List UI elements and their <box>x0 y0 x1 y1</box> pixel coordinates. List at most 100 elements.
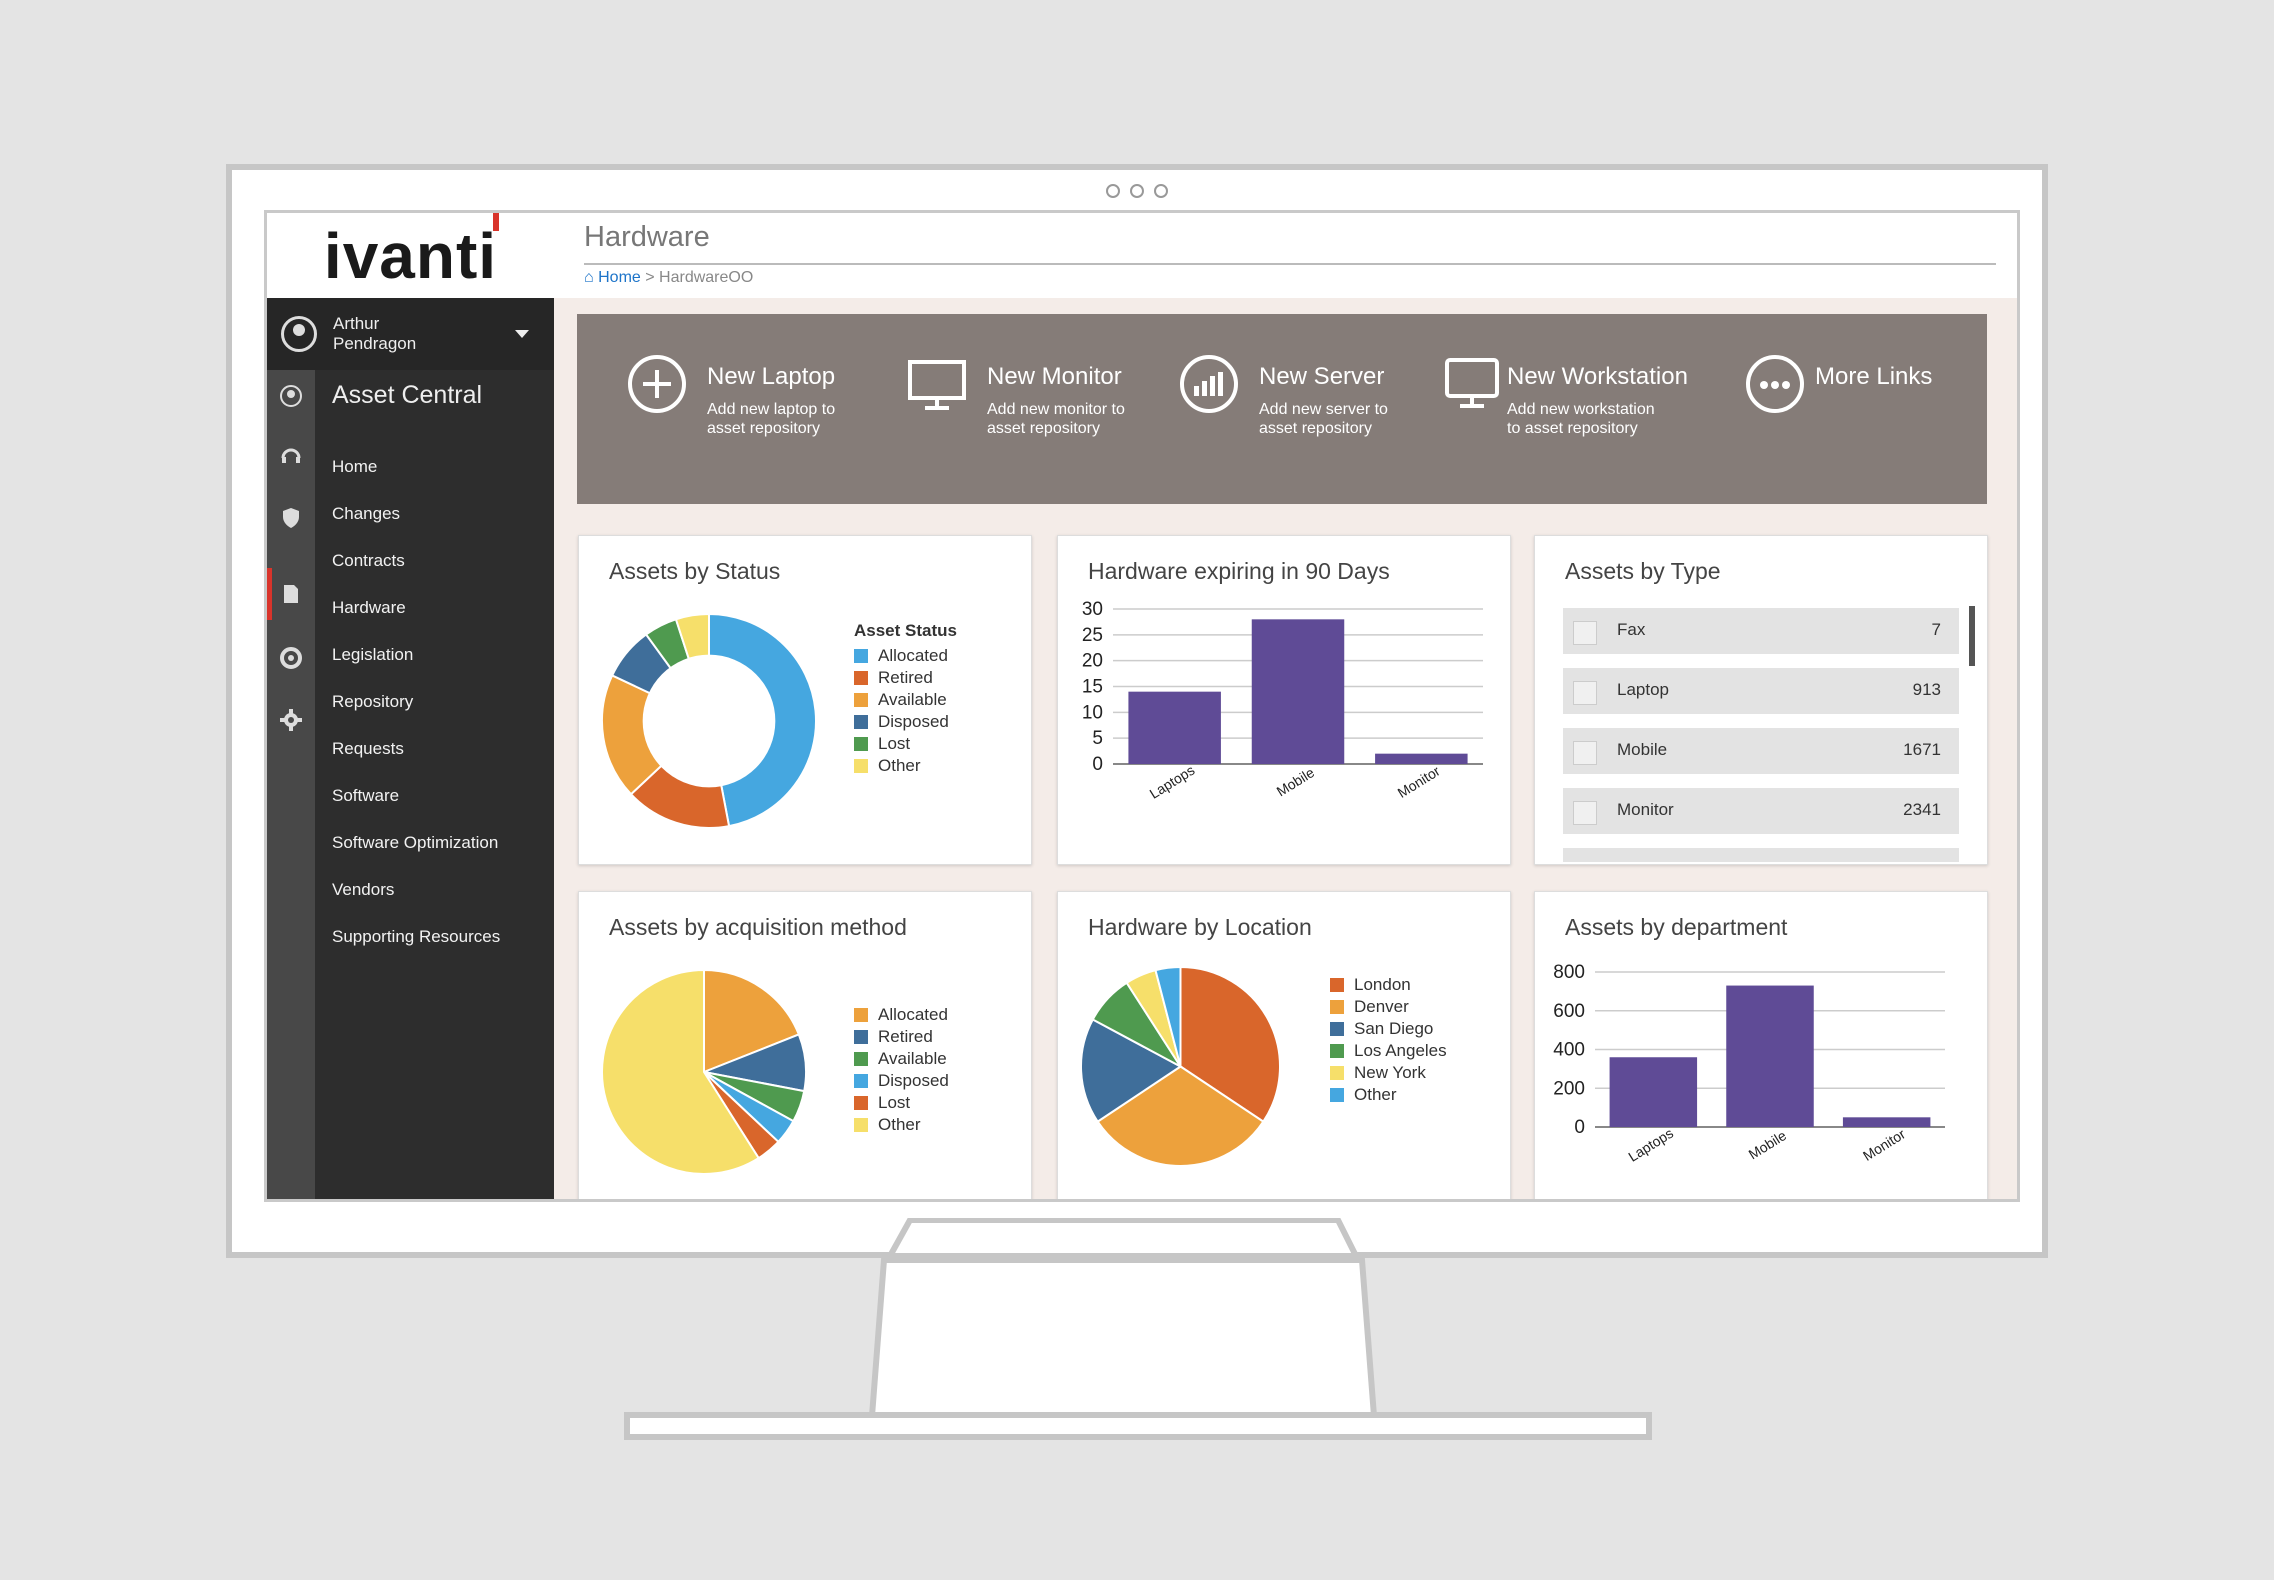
legend-item[interactable]: Disposed <box>854 1070 949 1092</box>
legend-item[interactable]: Other <box>854 1114 949 1136</box>
legend-item[interactable]: Denver <box>1330 996 1447 1018</box>
legend-label: Available <box>878 690 947 709</box>
assets-by-type-card: Assets by Type Fax 7 Laptop 913 Mobile 1671… <box>1534 535 1988 865</box>
legend-label: Los Angeles <box>1354 1041 1447 1060</box>
legend-swatch <box>1330 1000 1344 1014</box>
card-title: Hardware by Location <box>1088 914 1312 940</box>
user-circle-icon[interactable] <box>279 384 303 408</box>
user-menu[interactable]: Arthur Pendragon <box>267 298 554 370</box>
x-tick-label: Laptops <box>1147 762 1198 802</box>
chevron-down-icon[interactable] <box>515 330 529 338</box>
legend-label: Other <box>1354 1085 1397 1104</box>
legend-label: London <box>1354 975 1411 994</box>
hardware-by-location-legend: London Denver San Diego Los Angeles New York… <box>1330 974 1447 1106</box>
legend-label: Denver <box>1354 997 1409 1016</box>
type-row[interactable]: Laptop 913 <box>1563 668 1959 714</box>
service-desk-icon[interactable] <box>279 444 303 468</box>
sidebar-item-requests[interactable]: Requests <box>332 739 404 758</box>
legend-item[interactable]: Retired <box>854 1026 949 1048</box>
bar-laptops[interactable] <box>1609 1057 1698 1127</box>
legend-item[interactable]: San Diego <box>1330 1018 1447 1040</box>
pie-slice-allocated[interactable] <box>703 968 801 1074</box>
y-tick-label: 20 <box>1082 651 1103 672</box>
card-title: Assets by Type <box>1565 558 1721 584</box>
assets-by-status-card: Assets by Status Asset Status Allocated Re… <box>578 535 1032 865</box>
donut-hole <box>642 654 776 788</box>
user-name: Arthur Pendragon <box>333 314 417 353</box>
sidebar-item-contracts[interactable]: Contracts <box>332 551 405 570</box>
legend-swatch <box>1330 1022 1344 1036</box>
bar-mobile[interactable] <box>1726 985 1814 1127</box>
device-icon <box>1573 801 1597 825</box>
type-row[interactable]: Monitor 2341 <box>1563 788 1959 834</box>
pie-slice-san-diego[interactable] <box>1080 1018 1183 1124</box>
legend-item[interactable]: New York <box>1330 1062 1447 1084</box>
legend-swatch <box>854 671 868 685</box>
module-title: Asset Central <box>332 381 483 409</box>
legend-item[interactable]: Allocated <box>854 1004 949 1026</box>
workstation-icon <box>1445 358 1499 408</box>
legend-item[interactable]: Retired <box>854 667 957 689</box>
logo-area: ivanti <box>267 213 554 298</box>
legend-item[interactable]: Available <box>854 1048 949 1070</box>
bar-monitor[interactable] <box>1375 753 1468 764</box>
legend-item[interactable]: Other <box>854 755 957 777</box>
sidebar-nav: Home Changes Contracts Hardware Legislat… <box>332 443 500 960</box>
pie-slice-other[interactable] <box>601 968 761 1175</box>
legend-label: Lost <box>878 734 911 753</box>
legend-item[interactable]: Lost <box>854 1092 949 1114</box>
sidebar: Arthur Pendragon Asset Central Home Chang… <box>267 298 554 1199</box>
legend-label: Available <box>878 1049 947 1068</box>
legend-item[interactable]: Disposed <box>854 711 957 733</box>
gear-icon[interactable] <box>279 708 303 732</box>
sidebar-item-hardware[interactable]: Hardware <box>332 598 406 617</box>
monitor-stand <box>868 1218 1378 1418</box>
shield-icon[interactable] <box>279 506 303 530</box>
page-title: Hardware <box>584 221 710 253</box>
legend-swatch <box>1330 1066 1344 1080</box>
card-title: Assets by acquisition method <box>609 914 907 940</box>
ivanti-logo[interactable]: ivanti <box>324 213 500 293</box>
legend-label: Allocated <box>878 646 948 665</box>
legend-item[interactable]: Other <box>1330 1084 1447 1106</box>
legend-label: Lost <box>878 1093 911 1112</box>
bar-laptops[interactable] <box>1128 691 1221 764</box>
assets-by-acquisition-card: Assets by acquisition method Allocated Re… <box>578 891 1032 1199</box>
sidebar-item-repository[interactable]: Repository <box>332 692 414 711</box>
type-row[interactable]: Mobile 1671 <box>1563 728 1959 774</box>
type-row-partial[interactable] <box>1563 848 1959 862</box>
sidebar-item-changes[interactable]: Changes <box>332 504 401 523</box>
breadcrumb-home[interactable]: ⌂ Home <box>584 269 641 286</box>
sidebar-item-software[interactable]: Software <box>332 786 400 805</box>
legend-item[interactable]: Allocated <box>854 645 957 667</box>
type-row[interactable]: Fax 7 <box>1563 608 1959 654</box>
legend-swatch <box>854 1118 868 1132</box>
legend-label: Retired <box>878 1027 933 1046</box>
legend-swatch <box>854 1096 868 1110</box>
scrollbar[interactable] <box>1969 606 1975 666</box>
pie-slice-denver[interactable] <box>1096 1065 1265 1167</box>
device-icon <box>1573 621 1597 645</box>
sidebar-item-home[interactable]: Home <box>332 457 378 476</box>
sidebar-item-supporting-resources[interactable]: Supporting Resources <box>332 927 501 946</box>
pie-slice-other[interactable] <box>1154 965 1182 1067</box>
sidebar-item-software-optimization[interactable]: Software Optimization <box>332 833 499 852</box>
legend-item[interactable]: Available <box>854 689 957 711</box>
lifebuoy-icon[interactable] <box>279 646 303 670</box>
more-icon <box>1746 355 1804 413</box>
legend-item[interactable]: London <box>1330 974 1447 996</box>
legend-label: New York <box>1354 1063 1426 1082</box>
sidebar-item-vendors[interactable]: Vendors <box>332 880 395 899</box>
y-tick-label: 800 <box>1553 962 1585 983</box>
bar-monitor[interactable] <box>1842 1117 1931 1127</box>
sidebar-item-legislation[interactable]: Legislation <box>332 645 414 664</box>
hardware-by-location-card: Hardware by Location London Denver San Die… <box>1057 891 1511 1199</box>
book-icon[interactable] <box>279 582 303 606</box>
y-tick-label: 400 <box>1553 1040 1585 1061</box>
bar-mobile[interactable] <box>1251 619 1345 764</box>
x-tick-label: Monitor <box>1860 1125 1908 1163</box>
legend-item[interactable]: Los Angeles <box>1330 1040 1447 1062</box>
page-header: Hardware ⌂ Home > HardwareOO <box>554 213 2017 298</box>
legend-label: Disposed <box>878 1071 949 1090</box>
legend-item[interactable]: Lost <box>854 733 957 755</box>
